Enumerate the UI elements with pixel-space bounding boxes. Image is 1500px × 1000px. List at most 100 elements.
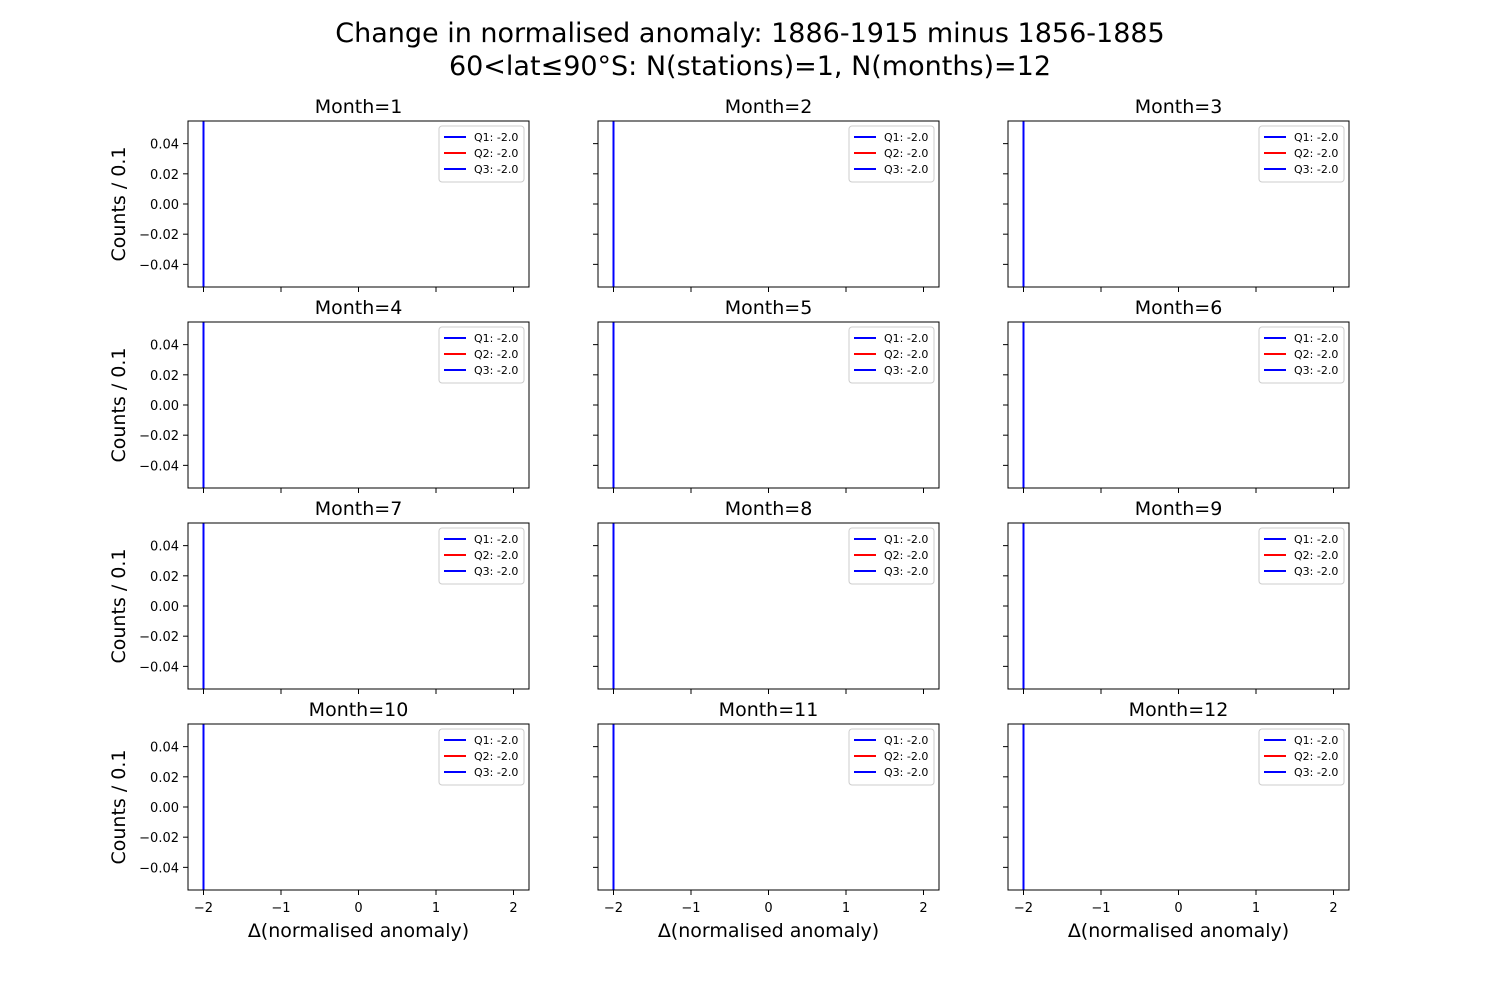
y-tick-label: 0.02 — [150, 168, 179, 183]
legend-entry-q3: Q3: -2.0 — [1294, 364, 1338, 377]
legend-entry-q3: Q3: -2.0 — [884, 565, 928, 578]
x-tick-label: −1 — [271, 901, 290, 916]
y-tick-label: 0.04 — [150, 339, 179, 354]
y-tick-label: 0.04 — [150, 741, 179, 756]
legend-entry-q2: Q2: -2.0 — [1294, 147, 1338, 160]
legend: Q1: -2.0 Q2: -2.0 Q3: -2.0 — [438, 125, 525, 183]
panel-month-9: Month=9 Q1: -2.0 Q2: -2.0 Q3: -2.0 — [1003, 498, 1350, 694]
legend-entry-q1: Q1: -2.0 — [1294, 332, 1338, 345]
x-tick-label: 1 — [1252, 901, 1260, 916]
legend: Q1: -2.0 Q2: -2.0 Q3: -2.0 — [1258, 326, 1345, 384]
legend-entry-q2: Q2: -2.0 — [884, 348, 928, 361]
x-tick-label: 1 — [842, 901, 850, 916]
x-tick-label: 2 — [509, 901, 517, 916]
y-tick-label: −0.02 — [139, 228, 179, 243]
y-tick-label: 0.04 — [150, 540, 179, 555]
figure-title: Change in normalised anomaly: 1886-1915 … — [335, 18, 1164, 49]
x-tick-label: 0 — [1174, 901, 1182, 916]
x-tick-label: 2 — [1329, 901, 1337, 916]
legend-entry-q2: Q2: -2.0 — [884, 549, 928, 562]
legend: Q1: -2.0 Q2: -2.0 Q3: -2.0 — [848, 728, 935, 786]
y-tick-label: −0.04 — [139, 459, 179, 474]
legend-entry-q1: Q1: -2.0 — [884, 533, 928, 546]
legend: Q1: -2.0 Q2: -2.0 Q3: -2.0 — [1258, 728, 1345, 786]
y-axis-label: Counts / 0.1 — [108, 347, 130, 462]
legend-entry-q2: Q2: -2.0 — [884, 750, 928, 763]
legend-entry-q2: Q2: -2.0 — [474, 549, 518, 562]
y-axis-label: Counts / 0.1 — [108, 749, 130, 864]
y-tick-label: −0.04 — [139, 861, 179, 876]
legend-entry-q2: Q2: -2.0 — [1294, 750, 1338, 763]
panel-month-6: Month=6 Q1: -2.0 Q2: -2.0 Q3: -2.0 — [1003, 297, 1350, 493]
legend-entry-q2: Q2: -2.0 — [474, 147, 518, 160]
legend-entry-q1: Q1: -2.0 — [474, 332, 518, 345]
y-axis-label: Counts / 0.1 — [108, 548, 130, 663]
legend-entry-q2: Q2: -2.0 — [474, 348, 518, 361]
x-axis-label: Δ(normalised anomaly) — [1068, 920, 1289, 942]
legend-entry-q3: Q3: -2.0 — [474, 565, 518, 578]
y-tick-label: −0.04 — [139, 258, 179, 273]
panel-title: Month=11 — [719, 699, 819, 721]
legend-entry-q3: Q3: -2.0 — [474, 766, 518, 779]
panel-month-1: Month=1 0.04 0.02 0.00 −0.02 −0.04 Counts / 0.… — [108, 96, 530, 292]
legend: Q1: -2.0 Q2: -2.0 Q3: -2.0 — [1258, 527, 1345, 585]
legend-entry-q2: Q2: -2.0 — [884, 147, 928, 160]
panel-month-5: Month=5 Q1: -2.0 Q2: -2.0 Q3: -2.0 — [593, 297, 940, 493]
legend: Q1: -2.0 Q2: -2.0 Q3: -2.0 — [438, 527, 525, 585]
x-tick-label: −2 — [1014, 901, 1033, 916]
legend-entry-q3: Q3: -2.0 — [1294, 565, 1338, 578]
legend: Q1: -2.0 Q2: -2.0 Q3: -2.0 — [438, 326, 525, 384]
x-tick-label: 1 — [432, 901, 440, 916]
y-tick-label: 0.02 — [150, 369, 179, 384]
legend-entry-q3: Q3: -2.0 — [474, 364, 518, 377]
x-axis-label: Δ(normalised anomaly) — [248, 920, 469, 942]
panel-title: Month=3 — [1135, 96, 1223, 118]
panel-title: Month=1 — [315, 96, 403, 118]
legend-entry-q2: Q2: -2.0 — [1294, 549, 1338, 562]
y-tick-label: 0.00 — [150, 399, 179, 414]
panel-title: Month=10 — [309, 699, 409, 721]
y-tick-label: 0.02 — [150, 771, 179, 786]
legend-entry-q1: Q1: -2.0 — [474, 131, 518, 144]
panel-title: Month=5 — [725, 297, 813, 319]
x-tick-label: 2 — [919, 901, 927, 916]
panel-month-3: Month=3 Q1: -2.0 Q2: -2.0 Q3: -2.0 — [1003, 96, 1350, 292]
y-tick-label: 0.00 — [150, 801, 179, 816]
y-tick-label: 0.02 — [150, 570, 179, 585]
x-tick-label: 0 — [764, 901, 772, 916]
legend-entry-q2: Q2: -2.0 — [474, 750, 518, 763]
legend-entry-q1: Q1: -2.0 — [884, 332, 928, 345]
figure-subtitle: 60<lat≤90°S: N(stations)=1, N(months)=12 — [449, 51, 1051, 82]
panel-title: Month=8 — [725, 498, 813, 520]
x-tick-label: −2 — [194, 901, 213, 916]
legend-entry-q3: Q3: -2.0 — [474, 163, 518, 176]
panel-month-10: Month=10 −2 −1 0 1 2 0.04 0.02 0.00 −0.02 −0.04 Cou… — [108, 699, 530, 942]
legend-entry-q2: Q2: -2.0 — [1294, 348, 1338, 361]
x-tick-label: −2 — [604, 901, 623, 916]
legend-entry-q3: Q3: -2.0 — [1294, 163, 1338, 176]
panel-title: Month=6 — [1135, 297, 1223, 319]
panel-title: Month=7 — [315, 498, 403, 520]
legend: Q1: -2.0 Q2: -2.0 Q3: -2.0 — [1258, 125, 1345, 183]
legend: Q1: -2.0 Q2: -2.0 Q3: -2.0 — [848, 326, 935, 384]
y-axis-label: Counts / 0.1 — [108, 146, 130, 261]
x-tick-label: −1 — [681, 901, 700, 916]
legend-entry-q3: Q3: -2.0 — [884, 163, 928, 176]
panel-month-4: Month=4 0.04 0.02 0.00 −0.02 −0.04 Counts / 0.… — [108, 297, 530, 493]
legend-entry-q3: Q3: -2.0 — [1294, 766, 1338, 779]
legend-entry-q1: Q1: -2.0 — [884, 131, 928, 144]
legend: Q1: -2.0 Q2: -2.0 Q3: -2.0 — [438, 728, 525, 786]
y-tick-label: −0.02 — [139, 429, 179, 444]
legend-entry-q1: Q1: -2.0 — [474, 533, 518, 546]
panel-month-8: Month=8 Q1: -2.0 Q2: -2.0 Q3: -2.0 — [593, 498, 940, 694]
legend: Q1: -2.0 Q2: -2.0 Q3: -2.0 — [848, 125, 935, 183]
legend-entry-q1: Q1: -2.0 — [1294, 131, 1338, 144]
x-tick-label: 0 — [354, 901, 362, 916]
legend-entry-q1: Q1: -2.0 — [1294, 734, 1338, 747]
legend-entry-q1: Q1: -2.0 — [884, 734, 928, 747]
legend-entry-q1: Q1: -2.0 — [474, 734, 518, 747]
panel-title: Month=9 — [1135, 498, 1223, 520]
y-tick-label: −0.02 — [139, 831, 179, 846]
y-tick-label: 0.00 — [150, 198, 179, 213]
